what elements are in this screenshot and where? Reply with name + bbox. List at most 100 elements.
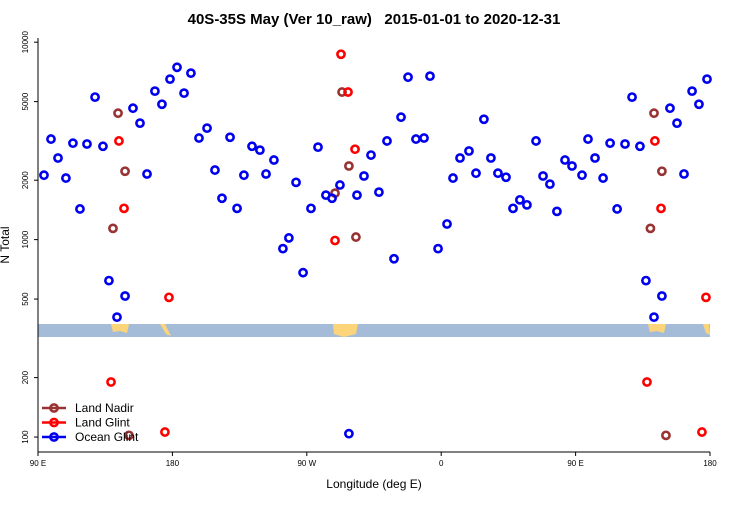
x-axis-label: Longitude (deg E) <box>326 477 421 491</box>
point <box>442 219 452 229</box>
point <box>419 133 429 143</box>
point <box>186 68 196 79</box>
point <box>120 291 130 301</box>
point <box>656 203 666 214</box>
point <box>560 155 570 165</box>
point <box>112 312 122 323</box>
point <box>39 170 49 181</box>
point <box>335 180 345 190</box>
point <box>135 118 145 129</box>
legend-label: Land Glint <box>75 416 130 430</box>
point <box>605 138 615 149</box>
point <box>501 172 511 183</box>
point <box>344 161 354 171</box>
point <box>649 312 659 323</box>
point <box>113 108 123 119</box>
point <box>160 427 170 437</box>
point <box>164 292 174 303</box>
point <box>679 169 689 179</box>
point <box>359 171 369 181</box>
point <box>522 199 532 210</box>
point <box>649 108 659 119</box>
point <box>552 206 562 217</box>
point <box>291 177 301 188</box>
point <box>313 142 323 153</box>
point <box>306 203 316 214</box>
point <box>108 223 118 234</box>
point <box>98 141 108 152</box>
point <box>142 169 152 179</box>
point <box>336 49 346 60</box>
point <box>645 223 656 234</box>
point <box>403 72 413 83</box>
point <box>649 136 660 146</box>
point <box>114 136 124 146</box>
point <box>374 187 384 198</box>
map-strip <box>38 324 710 337</box>
x-tick-label: 0 <box>439 459 444 468</box>
point <box>255 145 265 156</box>
y-tick-label: 1000 <box>21 230 30 248</box>
point <box>239 170 249 181</box>
y-tick-label: 10000 <box>21 31 30 54</box>
point <box>179 88 189 99</box>
y-tick-label: 100 <box>21 430 30 444</box>
point <box>464 146 474 156</box>
point <box>657 291 667 301</box>
point <box>75 204 85 214</box>
point <box>82 139 92 149</box>
point <box>545 179 555 190</box>
point <box>298 267 308 278</box>
point <box>119 203 129 214</box>
point <box>396 112 406 123</box>
point <box>590 153 600 163</box>
point <box>508 203 518 214</box>
point <box>627 92 637 103</box>
x-tick-label: 180 <box>166 459 180 468</box>
point <box>538 171 548 181</box>
point <box>702 74 712 85</box>
point <box>128 103 138 114</box>
point <box>455 153 465 163</box>
y-tick-label: 5000 <box>21 92 30 110</box>
point <box>697 427 707 437</box>
point <box>448 173 458 183</box>
point <box>232 203 242 214</box>
point <box>701 292 711 303</box>
point <box>665 103 675 114</box>
point <box>68 138 78 149</box>
point <box>567 161 577 171</box>
y-axis-label: N Total <box>0 226 12 263</box>
point <box>202 123 212 134</box>
point <box>531 136 541 146</box>
point <box>479 114 489 125</box>
y-tick-label: 2000 <box>21 171 30 189</box>
point <box>283 233 294 243</box>
point <box>330 235 340 246</box>
point <box>106 377 116 387</box>
y-tick-label: 200 <box>21 370 30 384</box>
point <box>90 92 100 103</box>
point <box>694 99 704 110</box>
x-tick-label: 180 <box>703 459 717 468</box>
point <box>433 243 443 254</box>
point <box>641 275 651 286</box>
point <box>486 153 496 163</box>
point <box>366 150 376 160</box>
point <box>351 232 361 242</box>
point <box>261 169 271 179</box>
point <box>61 173 71 183</box>
point <box>493 168 503 179</box>
point <box>343 87 353 97</box>
point <box>194 133 204 143</box>
x-tick-label: 90 W <box>297 459 316 468</box>
legend-label: Land Nadir <box>75 401 134 415</box>
legend-marker <box>49 432 59 442</box>
point <box>120 166 130 177</box>
point <box>172 62 182 73</box>
point <box>661 430 671 441</box>
x-tick-label: 90 E <box>567 459 583 468</box>
point <box>46 134 56 144</box>
